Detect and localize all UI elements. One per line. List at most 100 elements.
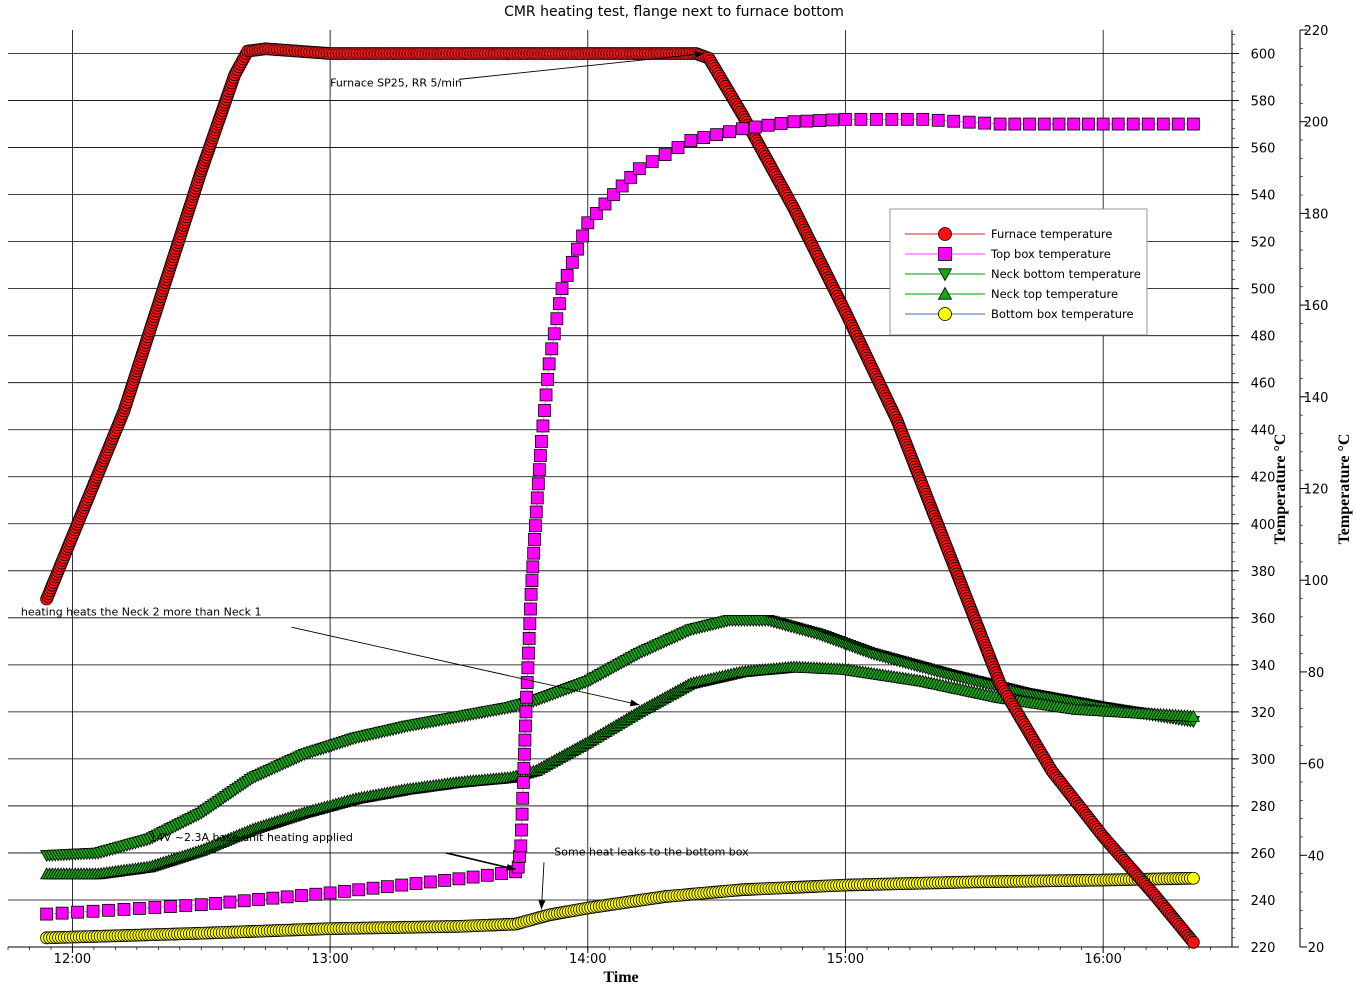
left-tick-label: 540 xyxy=(1251,189,1276,204)
data-point xyxy=(947,114,961,128)
data-point xyxy=(524,602,537,616)
data-point xyxy=(553,297,566,311)
series-bottom-box-temperature xyxy=(40,871,1200,945)
annotation-text: heating heats the Neck 2 more than Neck … xyxy=(21,605,262,618)
annotations: Furnace SP25, RR 5/min heating heats the … xyxy=(21,50,749,910)
x-tick-label: 16:00 xyxy=(1084,952,1121,967)
series-top-box-temperature xyxy=(40,112,1200,921)
data-point xyxy=(1111,117,1125,131)
x-tick-label: 15:00 xyxy=(827,952,864,967)
data-point xyxy=(86,904,100,918)
data-point xyxy=(380,880,394,894)
x-tick-label: 12:00 xyxy=(54,952,91,967)
left-y-axis-title: Temperature °C xyxy=(1272,434,1289,545)
right-tick-label: 220 xyxy=(1304,24,1329,39)
left-tick-label: 600 xyxy=(1251,48,1276,63)
right-tick-label: 60 xyxy=(1308,758,1325,773)
left-tick-label: 300 xyxy=(1251,753,1276,768)
left-tick-label: 560 xyxy=(1251,142,1276,157)
data-point xyxy=(1067,117,1081,131)
data-point xyxy=(133,902,146,915)
data-point xyxy=(1052,117,1066,131)
right-tick-label: 20 xyxy=(1308,941,1325,956)
right-tick-label: 40 xyxy=(1308,849,1325,864)
data-point xyxy=(854,112,868,126)
data-point xyxy=(532,463,546,477)
right-y-axis-title: Temperature °C xyxy=(1336,434,1353,545)
data-point xyxy=(209,896,222,910)
right-tick-label: 200 xyxy=(1304,116,1329,131)
data-point xyxy=(839,112,852,126)
data-point xyxy=(71,905,84,919)
data-point xyxy=(495,867,508,880)
data-point xyxy=(338,884,351,898)
annotation-arrowhead xyxy=(538,900,546,910)
data-point xyxy=(514,839,528,853)
data-point xyxy=(541,373,554,386)
data-point xyxy=(280,890,294,904)
data-point xyxy=(1171,117,1185,131)
annotation-arrow xyxy=(445,852,516,871)
left-tick-label: 280 xyxy=(1251,800,1276,815)
data-point xyxy=(813,114,827,127)
data-point xyxy=(528,533,541,546)
data-point xyxy=(522,646,535,660)
left-tick-label: 260 xyxy=(1251,847,1276,862)
data-point xyxy=(576,229,590,243)
legend-marker xyxy=(938,227,952,241)
data-point xyxy=(774,117,788,130)
data-point xyxy=(55,906,69,920)
left-tick-label: 340 xyxy=(1251,659,1276,674)
data-point xyxy=(520,676,534,689)
right-tick-label: 80 xyxy=(1308,666,1325,681)
data-point xyxy=(466,870,480,884)
data-point xyxy=(800,114,814,128)
data-point xyxy=(671,141,685,154)
data-point xyxy=(916,112,930,126)
data-point xyxy=(516,776,530,789)
data-point xyxy=(522,631,536,645)
annotation-arrow xyxy=(291,626,640,706)
annotation-arrowhead xyxy=(694,50,704,58)
data-point xyxy=(194,898,208,912)
annotation-text: 14V ~2.3A base unit heating applied xyxy=(150,831,353,844)
data-point xyxy=(523,617,537,631)
data-point xyxy=(237,894,251,908)
data-point xyxy=(409,877,423,890)
data-point xyxy=(1126,117,1140,131)
left-tick-label: 420 xyxy=(1251,471,1276,486)
data-point xyxy=(632,162,646,176)
legend-label: Bottom box temperature xyxy=(991,307,1134,321)
chart-title: CMR heating test, flange next to furnace… xyxy=(504,4,844,20)
data-point xyxy=(900,112,914,126)
data-point xyxy=(826,113,839,127)
data-point xyxy=(40,907,54,921)
annotation-arrowhead xyxy=(629,699,640,707)
data-point xyxy=(1186,935,1200,949)
data-point xyxy=(1141,117,1155,131)
data-point xyxy=(645,155,659,169)
data-point xyxy=(978,116,992,130)
annotation-arrowhead xyxy=(506,863,516,871)
data-point xyxy=(1082,117,1095,131)
right-tick-label: 160 xyxy=(1304,299,1329,314)
legend-marker xyxy=(938,307,952,321)
data-point xyxy=(530,491,544,505)
data-point xyxy=(1008,117,1022,131)
data-point xyxy=(309,887,323,901)
data-point xyxy=(148,901,162,914)
data-point xyxy=(480,868,494,882)
data-point xyxy=(993,117,1007,131)
data-point xyxy=(366,881,380,895)
data-point xyxy=(538,404,551,417)
data-point xyxy=(516,791,530,805)
legend-marker xyxy=(937,286,953,300)
left-tick-label: 580 xyxy=(1251,95,1276,110)
data-point xyxy=(515,823,528,837)
left-tick-label: 220 xyxy=(1251,941,1276,956)
legend-label: Top box temperature xyxy=(990,247,1111,261)
data-point xyxy=(452,872,466,886)
right-y-axis: 20 40 60 80 100 120 140 160 180 200 220 xyxy=(1300,24,1328,956)
annotation-text: Furnace SP25, RR 5/min xyxy=(330,76,462,89)
data-point xyxy=(223,895,237,909)
